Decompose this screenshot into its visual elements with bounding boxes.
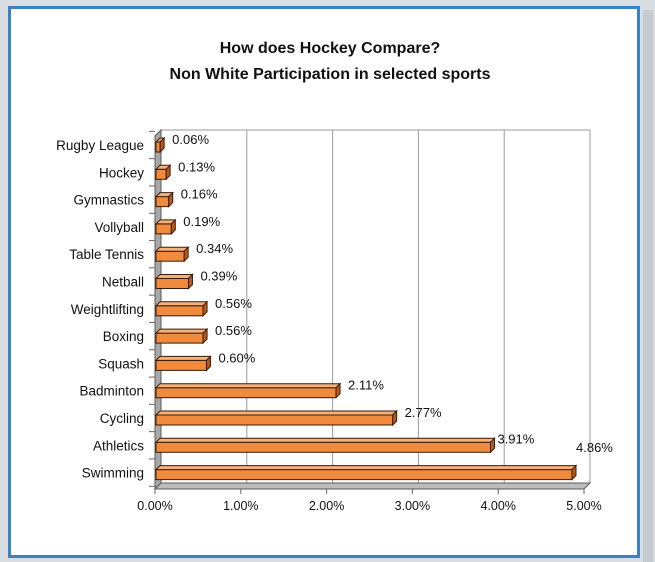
bar-face	[155, 387, 337, 399]
bar-face	[155, 196, 170, 208]
category-label: Squash	[98, 356, 144, 371]
frame-shadow	[643, 10, 653, 562]
bar-face	[155, 469, 573, 481]
bar	[154, 382, 342, 399]
data-labels: 0.06% 0.13% 0.16% 0.19% 0.34% 0.39% 0.56% 0.56%…	[172, 132, 613, 455]
bar-top	[154, 355, 212, 361]
bar-face	[155, 305, 204, 317]
bar-side	[168, 191, 174, 208]
bar	[154, 300, 209, 318]
bar-side	[159, 136, 165, 154]
bar-top	[154, 274, 194, 279]
bar-top	[154, 301, 209, 307]
bar-top	[154, 410, 398, 416]
bar	[154, 191, 174, 208]
bar-side	[187, 273, 193, 290]
category-label: Vollyball	[94, 220, 144, 235]
bar	[154, 164, 172, 181]
bar	[154, 218, 177, 236]
bar	[154, 355, 212, 372]
bar-side	[571, 464, 577, 481]
data-label: 3.91%	[497, 431, 534, 446]
bar-side	[202, 300, 208, 318]
data-label: 2.11%	[348, 378, 384, 393]
category-label: Boxing	[103, 329, 144, 344]
data-label: 0.56%	[215, 323, 252, 338]
bar-face	[155, 441, 491, 453]
x-tick-label: 1.00%	[223, 499, 258, 513]
bar-top	[154, 246, 190, 252]
data-label: 0.34%	[196, 241, 233, 256]
data-label: 0.60%	[218, 350, 255, 365]
bar-face	[155, 278, 189, 289]
category-label: Rugby League	[56, 138, 144, 153]
bar-side	[202, 327, 208, 345]
category-label: Gymnastics	[73, 193, 144, 208]
data-label: 2.77%	[405, 405, 442, 420]
category-label: Swimming	[82, 466, 144, 481]
x-tick-label: 5.00%	[566, 499, 601, 513]
chart-title: How does Hockey Compare?	[220, 40, 441, 57]
bar	[154, 464, 578, 481]
category-label: Weightlifting	[71, 302, 144, 317]
data-label: 0.06%	[172, 132, 209, 147]
data-label: 4.86%	[576, 440, 613, 455]
grid-lines	[155, 129, 591, 489]
x-axis-floor	[153, 482, 592, 490]
bar-top	[154, 465, 578, 471]
bar-side	[392, 409, 398, 427]
bar-face	[155, 332, 204, 344]
data-label: 0.16%	[181, 187, 218, 202]
bar-face	[155, 141, 161, 153]
category-label: Badminton	[79, 384, 144, 399]
category-label: Hockey	[99, 165, 144, 180]
bar	[154, 136, 166, 154]
x-tick-label: 2.00%	[309, 499, 344, 513]
category-labels: Rugby League Hockey Gymnastics Vollyball Tab…	[56, 138, 144, 481]
category-label: Netball	[102, 275, 144, 290]
chart-subtitle: Non White Participation in selected spor…	[170, 66, 491, 83]
bar	[154, 437, 496, 454]
x-tick-label: 0.00%	[137, 499, 172, 513]
bar	[154, 409, 398, 427]
data-label: 0.19%	[183, 214, 220, 229]
category-label: Athletics	[93, 438, 144, 453]
bar-face	[155, 359, 207, 371]
bar	[154, 327, 209, 345]
bar-face	[155, 250, 185, 262]
bar-side	[165, 164, 171, 181]
bar-face	[155, 223, 172, 235]
bar-top	[154, 328, 209, 334]
bar-side	[205, 355, 211, 372]
bar-face	[155, 168, 167, 180]
bar-side	[183, 245, 189, 263]
data-label: 0.13%	[178, 159, 215, 174]
bar-top	[154, 383, 342, 389]
bar-top	[154, 437, 496, 443]
bar	[154, 273, 194, 290]
plot-background	[155, 130, 590, 489]
category-label: Cycling	[100, 411, 144, 426]
data-label: 0.39%	[200, 269, 237, 284]
x-tick-labels: 0.00% 1.00% 2.00% 3.00% 4.00% 5.00%	[137, 499, 601, 513]
bar-side	[489, 437, 495, 454]
bars	[154, 136, 578, 481]
x-tick-label: 4.00%	[480, 499, 515, 513]
data-label: 0.56%	[215, 296, 252, 311]
bar-side	[335, 382, 341, 399]
bar	[154, 245, 190, 263]
bar-face	[155, 414, 394, 426]
x-tick-label: 3.00%	[395, 499, 430, 513]
category-label: Table Tennis	[69, 247, 144, 262]
bar-side	[170, 218, 176, 236]
